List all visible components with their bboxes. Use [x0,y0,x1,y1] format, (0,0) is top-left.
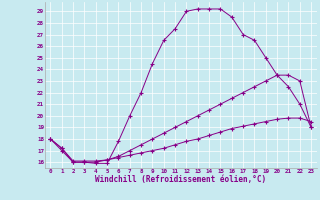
X-axis label: Windchill (Refroidissement éolien,°C): Windchill (Refroidissement éolien,°C) [95,175,266,184]
